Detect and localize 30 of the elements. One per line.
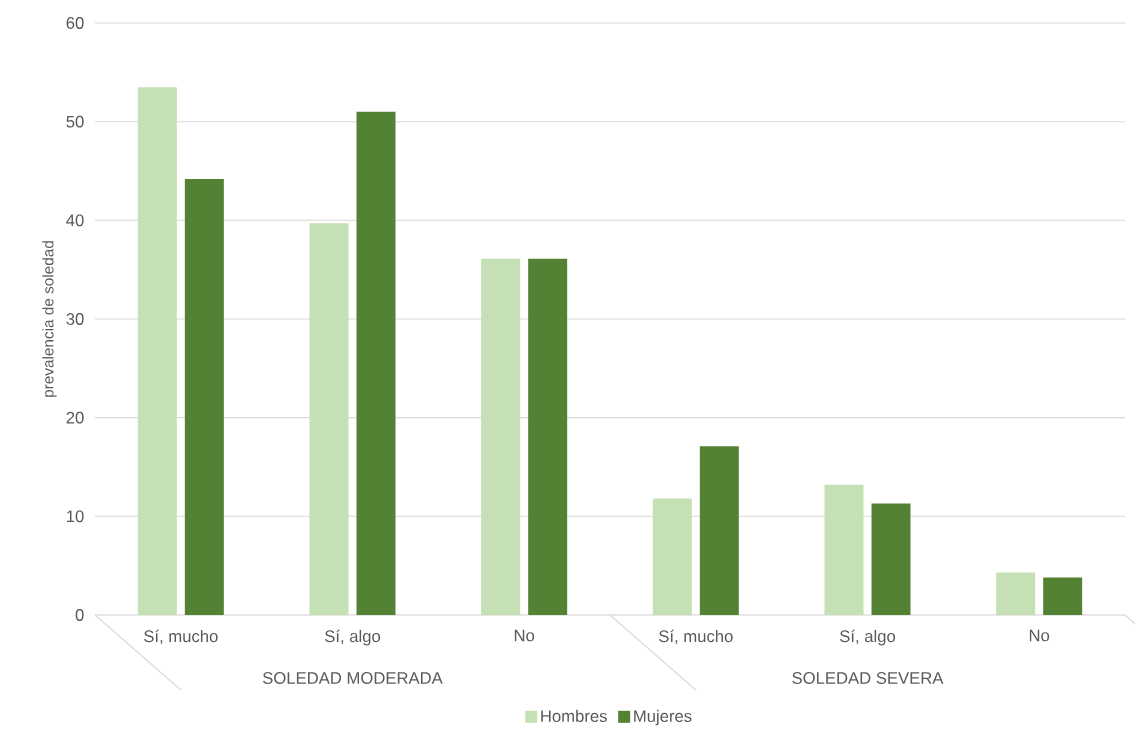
bar [1043, 577, 1083, 615]
bar [184, 178, 224, 615]
y-tick-label: 30 [66, 313, 84, 325]
bar [528, 258, 568, 615]
x-tick-label: No [1029, 629, 1050, 642]
bar [137, 87, 177, 615]
bar [824, 484, 864, 615]
x-tick-label: Sí, mucho [144, 629, 218, 645]
bar [871, 503, 911, 615]
bar [652, 498, 692, 615]
bar [356, 111, 396, 615]
y-tick-label: 50 [66, 115, 84, 128]
y-tick-label: 40 [66, 214, 84, 227]
text: SOLEDAD MODERADA [262, 672, 443, 684]
bar [996, 572, 1036, 615]
x-tick-label: Sí, algo [325, 629, 381, 646]
legend-label: Mujeres [634, 709, 692, 726]
legend-label: Hombres [541, 709, 607, 723]
y-tick-label: 0 [75, 609, 84, 621]
x-tick-label: No [514, 629, 535, 642]
text: SOLEDAD SEVERA [792, 672, 944, 684]
bar [481, 258, 521, 615]
x-tick-label: Sí, mucho [659, 629, 733, 645]
y-axis-title: prevalencia de soledad [42, 241, 57, 397]
bar [699, 446, 739, 615]
y-tick-label: 20 [66, 411, 84, 424]
y-tick-label: 10 [67, 510, 84, 523]
y-tick-label: 60 [66, 17, 84, 29]
x-tick-label: Sí, algo [839, 629, 896, 646]
bar [309, 223, 349, 615]
